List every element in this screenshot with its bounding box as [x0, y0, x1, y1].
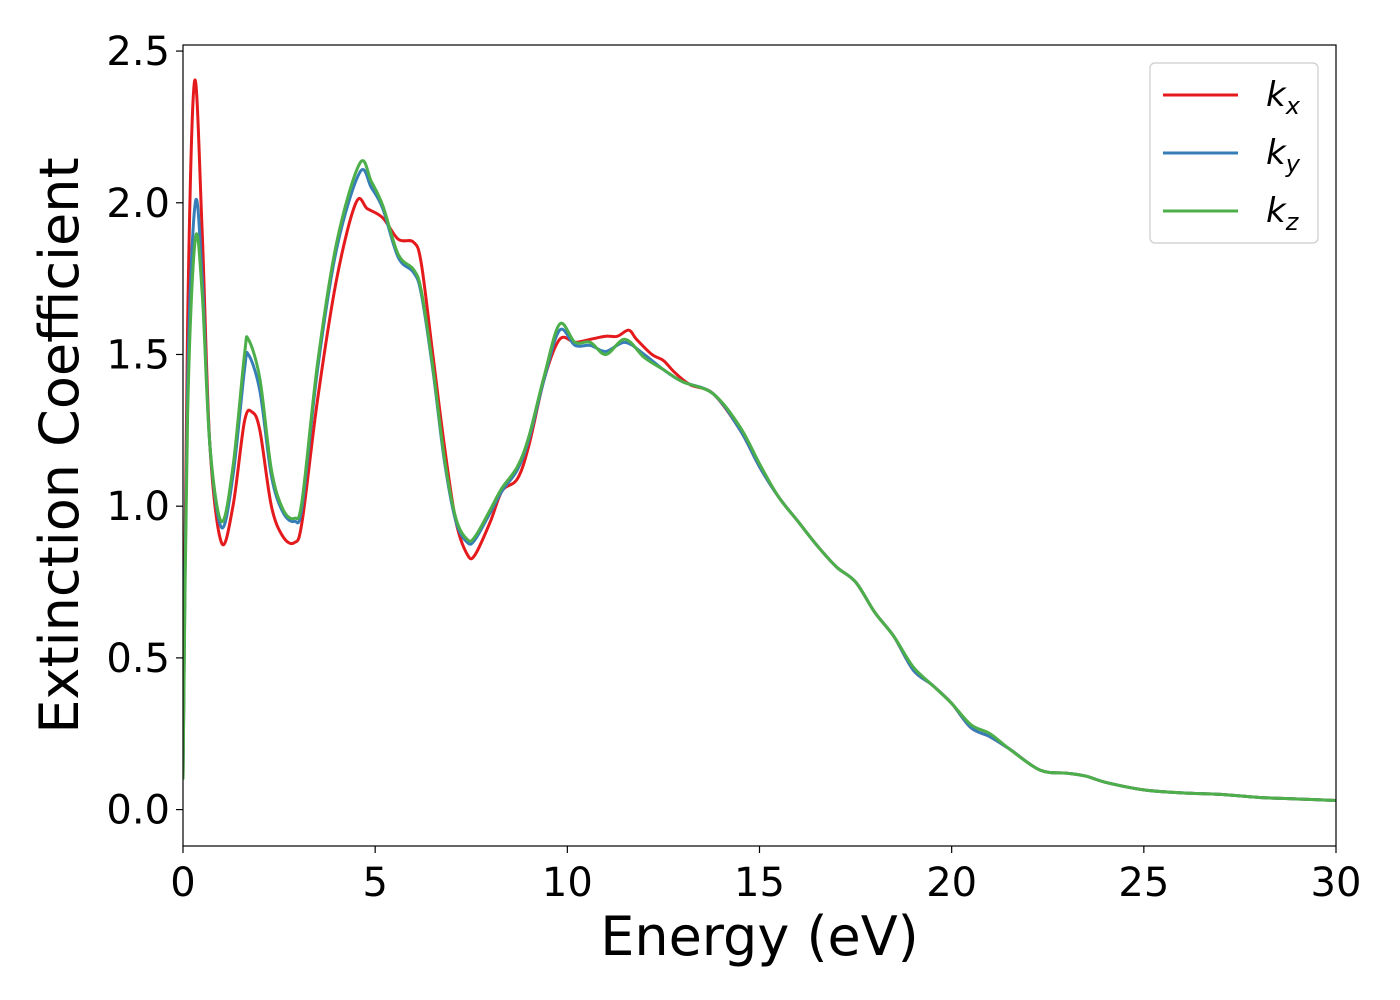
y-tick-label: 1.5 — [106, 332, 170, 378]
x-tick-label: 0 — [170, 860, 195, 906]
x-axis-title: Energy (eV) — [600, 905, 919, 968]
plot-area — [183, 78, 1336, 802]
y-tick-label: 0.5 — [106, 636, 170, 682]
y-tick-label: 2.0 — [106, 181, 170, 227]
legend: kx ky kz — [1149, 62, 1319, 244]
x-tick-label: 30 — [1311, 860, 1362, 906]
x-axis: 0 5 10 15 20 25 30 — [170, 846, 1361, 906]
y-axis-title: Extinction Coefficient — [28, 157, 91, 733]
y-axis: 0.0 0.5 1.0 1.5 2.0 2.5 — [106, 29, 183, 834]
legend-entry: kz — [1266, 191, 1300, 236]
y-tick-label: 1.0 — [106, 484, 170, 530]
x-tick-label: 5 — [362, 860, 387, 906]
series-line-kz — [183, 159, 1336, 802]
y-tick-label: 2.5 — [106, 29, 170, 75]
series-line-ky — [183, 168, 1336, 802]
legend-entry: ky — [1266, 133, 1301, 178]
x-tick-label: 15 — [734, 860, 785, 906]
y-tick-label: 0.0 — [106, 788, 170, 834]
x-tick-label: 10 — [542, 860, 593, 906]
x-tick-label: 25 — [1118, 860, 1169, 906]
x-tick-label: 20 — [926, 860, 977, 906]
legend-entry: kx — [1266, 75, 1301, 120]
